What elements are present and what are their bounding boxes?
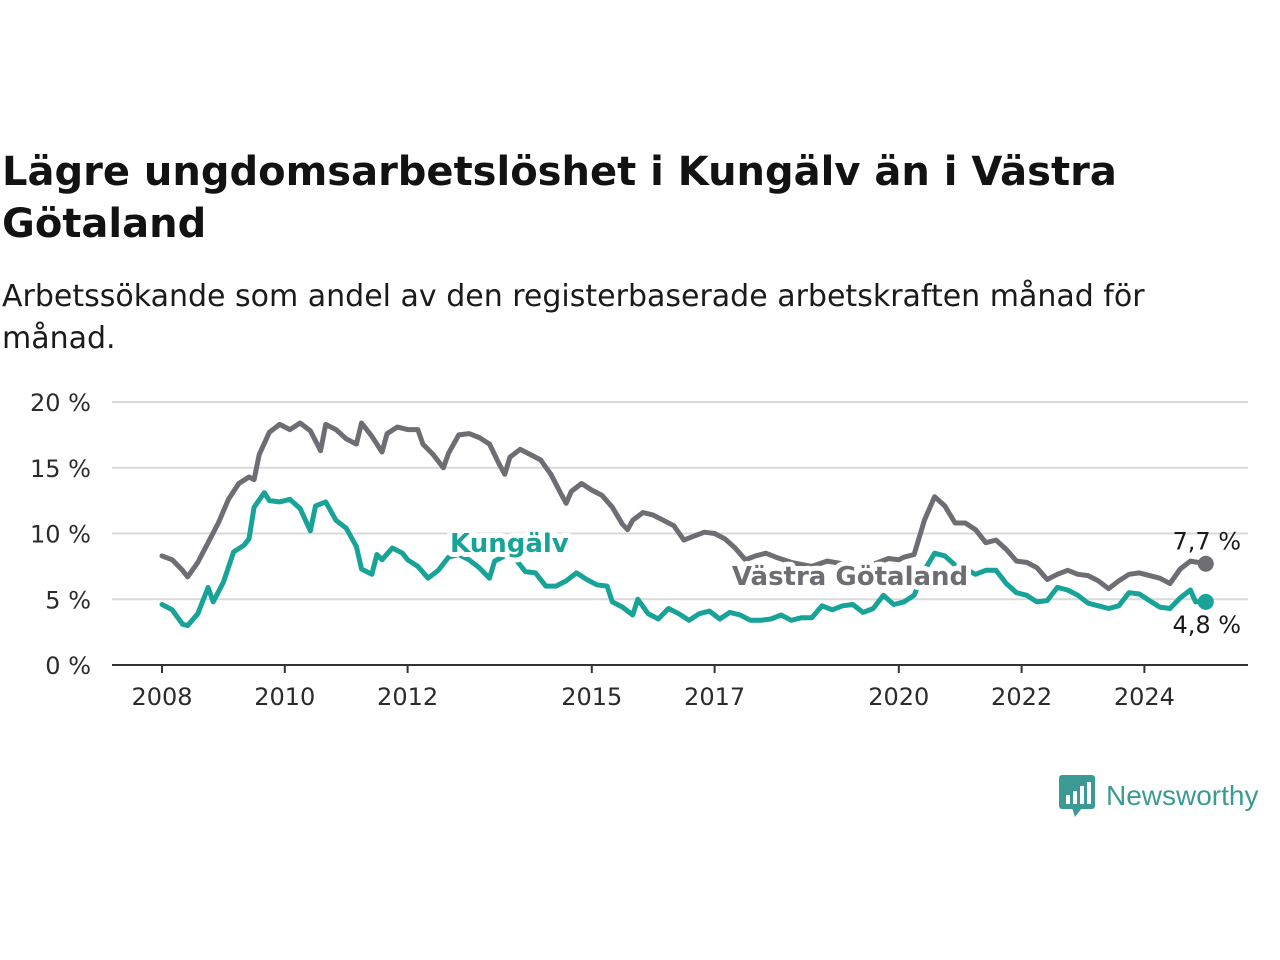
y-axis-tick-labels: 0 % 5 % 10 % 15 % 20 % [30, 389, 91, 680]
line-chart: 0 %5 %10 %15 %20 % 2008 2010 2012 2015 2017 2… [30, 389, 1248, 711]
y-tick-label: 15 % [30, 455, 91, 483]
y-tick-label: 20 % [30, 389, 91, 417]
series-labels: 7,7 % 4,8 % Kungälv Västra Götaland [445, 524, 1241, 639]
series-name-label: Kungälv [450, 529, 569, 559]
series-end-marker [1197, 593, 1214, 610]
x-tick-label: 2017 [684, 683, 745, 711]
x-axis: 2008 2010 2012 2015 2017 2020 2022 2024 [112, 664, 1248, 711]
y-tick-label: 5 % [45, 586, 91, 614]
y-tick-label: 0 % [45, 652, 91, 680]
series-end-value-label: 7,7 % [1172, 528, 1241, 556]
series-line-kungalv [159, 490, 1209, 629]
x-tick-label: 2020 [868, 683, 929, 711]
gridlines [112, 401, 1248, 601]
series-group [159, 420, 1214, 629]
newsworthy-brand[interactable]: Newsworthy [1058, 773, 1258, 819]
page-subtitle: Arbetssökande som andel av den registerb… [2, 279, 1145, 356]
x-tick-label: 2008 [131, 683, 192, 711]
x-tick-label: 2024 [1114, 683, 1175, 711]
x-tick-label: 2010 [254, 683, 315, 711]
x-tick-label: 2012 [377, 683, 438, 711]
series-line-vastra-gotaland [159, 420, 1209, 592]
x-tick-label: 2022 [991, 683, 1052, 711]
brand-name: Newsworthy [1106, 780, 1259, 811]
page-title: Lägre ungdomsarbetslöshet i Kungälv än i… [2, 149, 1117, 247]
series-name-label: Västra Götaland [732, 562, 968, 592]
y-tick-label: 10 % [30, 521, 91, 549]
series-end-value-label: 4,8 % [1172, 611, 1241, 639]
series-end-marker [1197, 555, 1214, 572]
newsworthy-logo-icon [1059, 775, 1095, 817]
x-tick-label: 2015 [561, 683, 622, 711]
